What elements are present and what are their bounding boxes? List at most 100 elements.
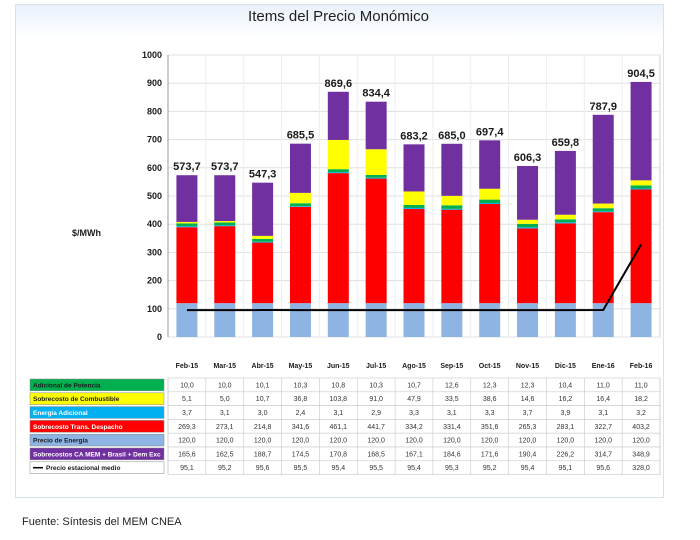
table-cell: 11,0 (635, 382, 648, 389)
y-tick-label: 300 (147, 247, 162, 257)
table-cell: 334,2 (405, 424, 423, 431)
bar-segment (289, 192, 311, 204)
bar-segment (214, 221, 236, 223)
bar-segment (592, 203, 614, 209)
bar-segment (214, 222, 236, 226)
table-row-label-box (29, 447, 165, 461)
bar-segment (327, 303, 349, 337)
bar-segment (176, 227, 198, 304)
table-cell: 2,4 (296, 410, 306, 417)
y-axis-label: $/MWh (72, 228, 101, 238)
bar-segment (441, 209, 463, 304)
table-cell: 214,8 (254, 424, 272, 431)
table-cell: 171,6 (481, 451, 499, 458)
bar-segment (252, 303, 274, 337)
table-cell: 120,0 (594, 438, 612, 445)
table-cell: 351,6 (481, 424, 499, 431)
total-label: 573,7 (211, 161, 239, 173)
table-cell: 341,6 (292, 424, 310, 431)
table-cell: 162,5 (216, 451, 234, 458)
bar-segment (365, 101, 387, 150)
table-cell: 95,4 (521, 465, 535, 472)
bar-segment (403, 207, 425, 209)
table-cell: 91,0 (369, 396, 383, 403)
bar-segment (176, 221, 198, 224)
table-cell: 120,0 (292, 438, 310, 445)
table-cell: 165,6 (178, 451, 196, 458)
bar-segment (289, 303, 311, 337)
total-label: 697,4 (476, 126, 504, 138)
table-cell: 95,5 (369, 465, 383, 472)
table-cell: 3,3 (409, 410, 419, 417)
y-tick-label: 1000 (142, 50, 162, 60)
bar-segment (403, 208, 425, 304)
table-cell: 120,0 (443, 438, 461, 445)
source-note: Fuente: Síntesis del MEM CNEA (22, 516, 182, 528)
y-tick-label: 600 (147, 163, 162, 173)
x-tick-label: May-15 (289, 363, 313, 370)
table-cell: 3,9 (561, 410, 571, 417)
chart-title: Items del Precio Monómico (248, 8, 429, 25)
table-cell: 95,3 (445, 465, 459, 472)
bar-segment (403, 303, 425, 337)
table-cell: 3,7 (182, 410, 192, 417)
bar-segment (630, 188, 652, 190)
table-row-label: Energía Adicional (33, 410, 88, 417)
table-cell: 3,2 (636, 410, 646, 417)
table-cell: 3,3 (485, 410, 495, 417)
table-cell: 170,8 (330, 451, 348, 458)
table-cell: 120,0 (405, 438, 423, 445)
x-tick-label: Oct-15 (479, 363, 501, 370)
total-label: 683,2 (400, 130, 428, 142)
table-cell: 441,7 (367, 424, 385, 431)
table-row-label-box (29, 378, 165, 392)
table-cell: 328,0 (632, 465, 650, 472)
table-cell: 322,7 (594, 424, 612, 431)
table-cell: 226,2 (557, 451, 575, 458)
table-row-label-box (29, 420, 165, 433)
bar-segment (403, 144, 425, 192)
bar-segment (554, 150, 576, 215)
x-tick-label: Jun-15 (327, 363, 350, 370)
y-tick-label: 500 (147, 191, 162, 201)
total-label: 685,0 (438, 130, 466, 142)
bar-segment (517, 228, 539, 304)
bar-segment (252, 241, 274, 243)
y-tick-label: 100 (147, 304, 162, 314)
bar-segment (479, 204, 501, 304)
bar-segment (403, 191, 425, 205)
table-cell: 184,6 (443, 451, 461, 458)
table-cell: 3,7 (523, 410, 533, 417)
table-cell: 10,1 (256, 382, 270, 389)
x-tick-label: Ene-16 (592, 363, 615, 370)
table-cell: 3,1 (220, 410, 230, 417)
bar-segment (176, 303, 198, 337)
table-row-label: Precio de Energía (33, 438, 88, 445)
total-label: 547,3 (249, 169, 277, 181)
bar-segment (289, 143, 311, 193)
table-cell: 10,3 (294, 382, 308, 389)
table-cell: 12,3 (521, 382, 535, 389)
table-cell: 95,2 (483, 465, 497, 472)
table-cell: 95,5 (294, 465, 308, 472)
table-cell: 120,0 (557, 438, 575, 445)
table-row-label-box (29, 461, 165, 474)
bar-segment (214, 225, 236, 227)
bar-segment (403, 204, 425, 208)
table-row-label: Sobrecostos CA MEM + Brasil + Dem Exc (33, 451, 161, 458)
table-row-label-box (29, 433, 165, 447)
bar-segment (365, 149, 387, 175)
table-cell: 95,4 (331, 465, 345, 472)
y-tick-label: 900 (147, 78, 162, 88)
table-cell: 10,3 (369, 382, 383, 389)
total-label: 787,9 (589, 101, 617, 113)
x-tick-label: Dic-15 (555, 363, 576, 370)
table-cell: 120,0 (178, 438, 196, 445)
table-cell: 38,6 (483, 396, 497, 403)
total-label: 659,8 (552, 137, 580, 149)
table-cell: 167,1 (405, 451, 423, 458)
line-precio-estacional (186, 244, 642, 312)
table-row-label-box (29, 406, 165, 419)
table-cell: 348,9 (632, 451, 650, 458)
